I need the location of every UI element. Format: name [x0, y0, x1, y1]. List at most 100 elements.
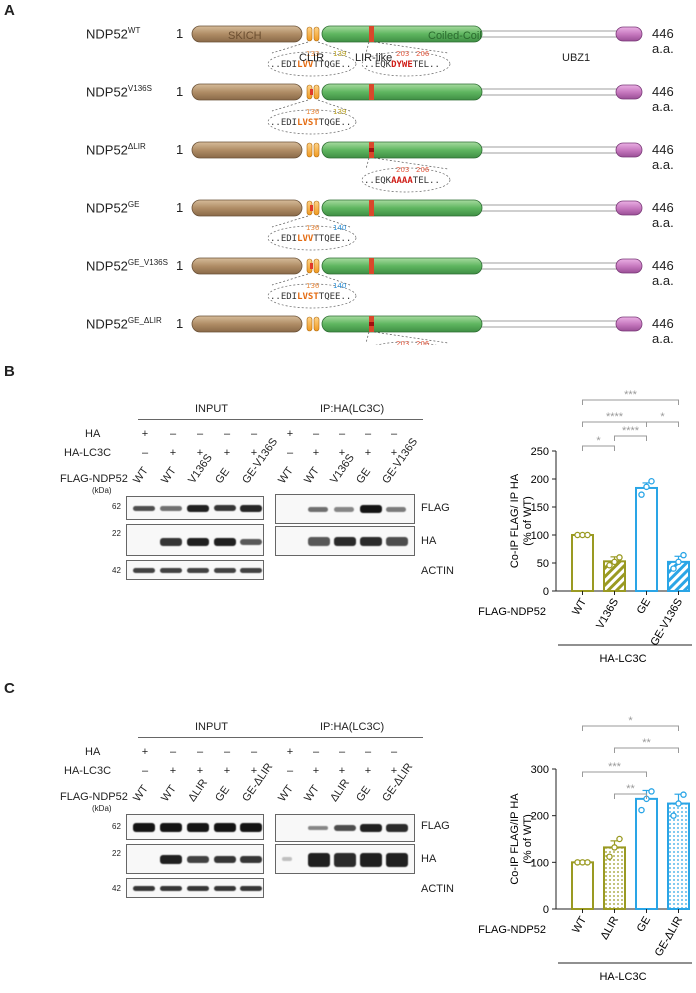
- band: [187, 538, 209, 546]
- ip-flag-blot: [275, 814, 415, 842]
- clir-mark: [313, 84, 320, 100]
- ip-underline: [275, 419, 423, 420]
- skich-domain: [191, 83, 303, 101]
- row-flag-label: FLAG-NDP52: [60, 791, 128, 803]
- band: [160, 823, 182, 832]
- ha-sign: –: [250, 746, 258, 758]
- ha-lc3c-sign: +: [390, 765, 398, 777]
- lane-label: WT: [131, 783, 151, 804]
- x-row-label: FLAG-NDP52: [478, 924, 546, 936]
- coiled-coil-domain: [321, 199, 483, 217]
- band: [386, 824, 408, 832]
- ubz1-label: UBZ1: [562, 52, 591, 64]
- band: [187, 505, 209, 512]
- input-actin-blot: [126, 878, 264, 898]
- coiled-coil-domain: [321, 315, 483, 333]
- lane-label: GE: [354, 466, 374, 486]
- coiled-coil-domain: [321, 25, 483, 43]
- ha-sign: +: [286, 428, 294, 440]
- data-point: [616, 554, 623, 561]
- ubz1-domain: [615, 142, 643, 158]
- lir-mutation-mark: [369, 148, 374, 152]
- construct-name: NDP52GE_ΔLIR: [86, 316, 162, 331]
- construct-name: NDP52ΔLIR: [86, 142, 146, 157]
- clir-mark: [313, 26, 320, 42]
- ip-ha-blot: [275, 844, 415, 874]
- clir-zoom-ellipse: [267, 109, 357, 135]
- ubz1-domain: [615, 26, 643, 42]
- marker-62: 62: [112, 502, 121, 511]
- ubz1-domain: [615, 200, 643, 216]
- panel-a-diagram: ..EDILVVTTQGE.. 133 139 ..EQKDYWETEL.. 203 20…: [191, 25, 643, 345]
- panel-letter-b: B: [4, 363, 15, 380]
- construct-name-base: NDP52: [86, 142, 128, 158]
- ha-lc3c-sign: +: [338, 447, 346, 459]
- zoom-line: [271, 215, 309, 228]
- band: [187, 823, 209, 832]
- construct-name-variant: GE_ΔLIR: [127, 316, 162, 325]
- clir-label: CLIR: [299, 52, 325, 64]
- band: [187, 886, 209, 891]
- data-point: [670, 812, 677, 819]
- y-tick-label: 250: [531, 446, 549, 458]
- band: [214, 538, 236, 546]
- x-tick-label: GE-ΔLIR: [653, 914, 685, 958]
- lane-label: GE: [213, 784, 233, 804]
- lir-position-start: 203: [396, 50, 409, 58]
- linker: [479, 320, 621, 328]
- significance-mark: ****: [622, 425, 640, 437]
- chart-b: 0 50 100 150 200 250 Co-IP FLAG/ IP HA(% of WT…: [478, 389, 692, 665]
- construct-name-base: NDP52: [86, 200, 128, 216]
- lane-label: WT: [302, 465, 322, 486]
- data-point: [675, 558, 682, 566]
- data-point: [638, 806, 645, 814]
- construct-name-variant: ΔLIR: [127, 142, 146, 151]
- construct-name-base: NDP52: [86, 316, 128, 332]
- construct-0: ..EDILVVTTQGE.. 133 139 ..EQKDYWETEL.. 203 20…: [191, 25, 643, 77]
- chart-c: 0 100 200 300 Co-IP FLAG/IP HA(% of WT) WT ΔLI…: [478, 715, 692, 983]
- construct-end: 446 a.a.: [652, 84, 674, 114]
- significance-bracket: [614, 747, 679, 753]
- zoom-line: [317, 99, 351, 112]
- construct-2: ..EQKAAAATEL.. 203 206: [191, 141, 643, 193]
- marker-42: 42: [112, 884, 121, 893]
- construct-end: 446 a.a.: [652, 142, 674, 172]
- bar-0: [571, 534, 594, 592]
- zoom-line: [317, 41, 351, 54]
- bar-2: [635, 797, 658, 910]
- bar-2: [635, 486, 658, 592]
- ha-lc3c-sign: +: [196, 447, 204, 459]
- band: [334, 537, 356, 546]
- zoom-line: [373, 331, 449, 344]
- clir-sequence: ..EDILVSTTQGE..: [270, 118, 351, 128]
- lane-label: WT: [159, 465, 179, 486]
- clir-position-start: 136: [306, 282, 320, 290]
- coiled-coil-label: Coiled-Coil: [428, 30, 482, 42]
- construct-name-variant: V136S: [127, 84, 152, 93]
- y-tick-label: 200: [531, 474, 549, 486]
- input-underline: [138, 737, 328, 738]
- band: [214, 505, 236, 511]
- ha-sign: –: [312, 746, 320, 758]
- band: [214, 823, 236, 832]
- ip-ha-blot: [275, 526, 415, 556]
- clir-sequence: ..EDILVVTTQEE..: [270, 234, 351, 244]
- panel-c: INPUT IP:HA(LC3C) HA HA-LC3C FLAG-NDP52 …: [0, 698, 696, 993]
- lir-like-mark: [369, 84, 374, 100]
- panel-b: INPUT IP:HA(LC3C) HA HA-LC3C FLAG-NDP52 …: [0, 380, 696, 670]
- ha-sign: +: [141, 746, 149, 758]
- clir-position-end: 139: [333, 108, 346, 116]
- lir-position-start: 203: [396, 166, 409, 174]
- ha-sign: –: [250, 428, 258, 440]
- y-tick-label: 100: [531, 857, 549, 869]
- construct-4: ..EDILVSTTQEE.. 136 140: [191, 257, 643, 309]
- skich-domain: [191, 25, 303, 43]
- construct-name: NDP52GE_V136S: [86, 258, 168, 273]
- ha-lc3c-sign: +: [364, 447, 372, 459]
- linker: [479, 88, 621, 96]
- band: [386, 853, 408, 867]
- clir-mark: [313, 200, 320, 216]
- lane-label: GE: [213, 466, 233, 486]
- construct-name-variant: WT: [127, 26, 141, 35]
